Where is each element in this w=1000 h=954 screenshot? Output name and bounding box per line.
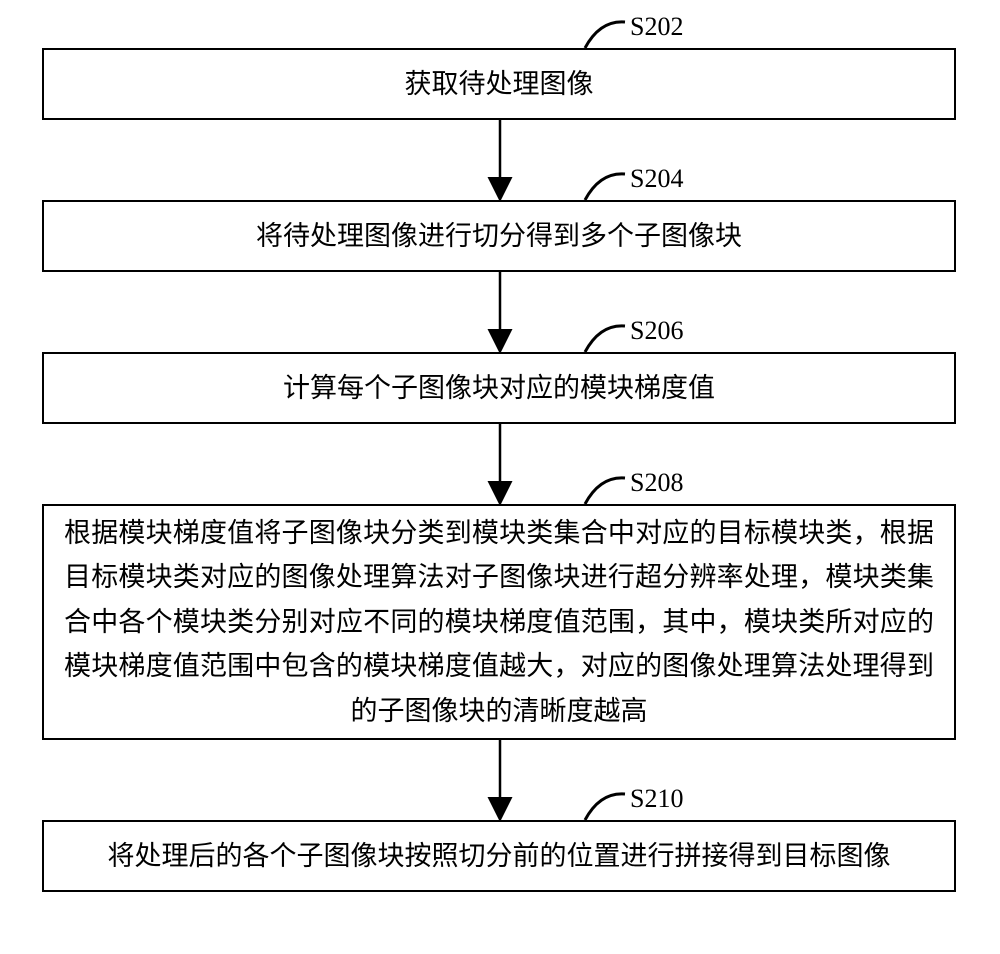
node-s206: 计算每个子图像块对应的模块梯度值 [42,352,956,424]
step-label-s204: S204 [630,164,683,194]
leader-s206 [585,326,625,352]
step-label-s202: S202 [630,12,683,42]
node-text: 将待处理图像进行切分得到多个子图像块 [256,214,742,259]
leader-s204 [585,174,625,200]
node-text: 根据模块梯度值将子图像块分类到模块类集合中对应的目标模块类，根据目标模块类对应的… [64,511,934,734]
step-label-s206: S206 [630,316,683,346]
leader-s202 [585,22,625,48]
node-text: 获取待处理图像 [405,62,594,107]
leader-s210 [585,794,625,820]
arrows-layer [0,0,1000,954]
step-label-s210: S210 [630,784,683,814]
node-text: 将处理后的各个子图像块按照切分前的位置进行拼接得到目标图像 [108,834,891,879]
node-text: 计算每个子图像块对应的模块梯度值 [283,366,715,411]
node-s202: 获取待处理图像 [42,48,956,120]
leader-s208 [585,478,625,504]
node-s208: 根据模块梯度值将子图像块分类到模块类集合中对应的目标模块类，根据目标模块类对应的… [42,504,956,740]
node-s204: 将待处理图像进行切分得到多个子图像块 [42,200,956,272]
node-s210: 将处理后的各个子图像块按照切分前的位置进行拼接得到目标图像 [42,820,956,892]
step-label-s208: S208 [630,468,683,498]
flowchart-canvas: S202 获取待处理图像 S204 将待处理图像进行切分得到多个子图像块 S20… [0,0,1000,954]
